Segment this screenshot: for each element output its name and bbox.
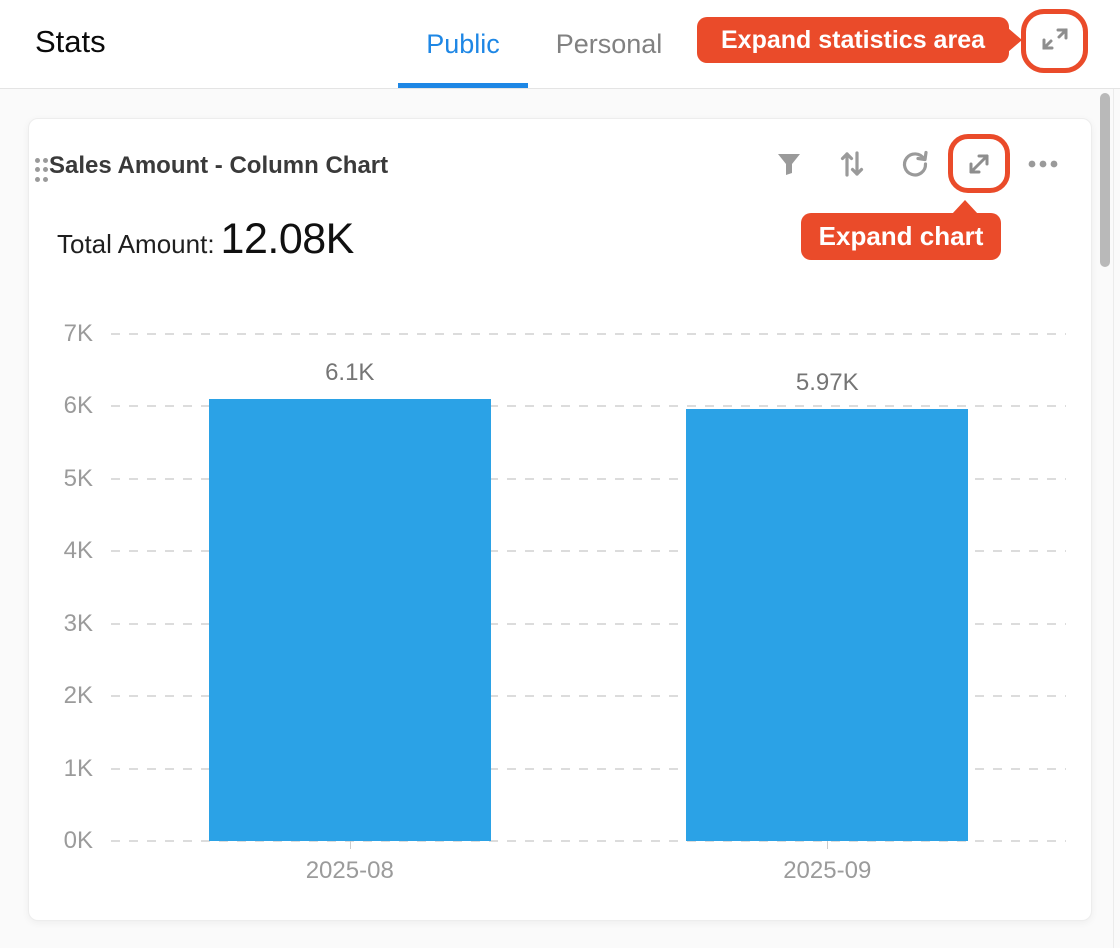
chart-plot: 0K 1K 2K 3K 4K 5K 6K 7K 6.1K 2025-08 5.97K 2025-09	[64, 320, 1066, 884]
expand-statistics-button[interactable]	[1021, 9, 1088, 73]
y-axis-tick-label: 3K	[63, 609, 93, 637]
y-axis-tick-label: 4K	[63, 537, 93, 565]
x-axis-label: 2025-08	[305, 857, 394, 884]
gridline	[111, 622, 1066, 625]
expand-statistics-tooltip-label: Expand statistics area	[720, 25, 985, 54]
expand-icon[interactable]	[964, 149, 994, 179]
tab-personal[interactable]: Personal	[555, 28, 663, 59]
bar-value-label: 5.97K	[795, 368, 859, 396]
scrollbar-track-edge	[1113, 89, 1114, 948]
gridline	[111, 333, 1066, 335]
expand-chart-tooltip-label: Expand chart	[818, 221, 984, 251]
tooltip-arrow	[952, 200, 978, 214]
x-axis-tick	[827, 841, 829, 849]
total-amount-label: Total Amount:	[57, 229, 215, 259]
gridline	[111, 477, 1066, 480]
tooltip-arrow	[1008, 28, 1022, 52]
expand-chart-annotation-circle	[948, 134, 1010, 193]
expand-diagonal-arrows-icon	[1038, 22, 1072, 61]
y-axis-tick-label: 1K	[63, 754, 93, 782]
y-axis-tick-label: 2K	[63, 682, 93, 710]
bar-2025-09[interactable]	[686, 408, 969, 841]
sort-icon[interactable]	[837, 149, 867, 179]
y-axis-tick-label: 7K	[63, 320, 93, 347]
header: Stats Public Personal Expand statistics …	[0, 0, 1120, 89]
drag-handle-icon[interactable]	[33, 156, 49, 184]
gridline	[111, 840, 1066, 842]
y-axis-tick-label: 6K	[63, 392, 93, 420]
expand-chart-tooltip: Expand chart	[801, 200, 1001, 260]
scrollbar-thumb[interactable]	[1100, 93, 1110, 267]
gridline	[111, 550, 1066, 553]
total-amount: Total Amount: 12.08K	[57, 215, 354, 264]
card-title: Sales Amount - Column Chart	[49, 152, 389, 179]
total-amount-value: 12.08K	[220, 215, 355, 263]
gridline	[111, 695, 1066, 698]
refresh-icon[interactable]	[900, 149, 930, 179]
active-tab-underline	[398, 83, 528, 88]
y-axis-tick-label: 0K	[63, 827, 93, 854]
more-icon[interactable]	[1028, 149, 1058, 179]
gridline	[111, 405, 1066, 408]
y-axis-tick-label: 5K	[63, 464, 93, 492]
stats-card: Sales Amount - Column Chart Expand	[28, 118, 1092, 921]
x-axis-label: 2025-09	[783, 857, 872, 884]
expand-statistics-tooltip: Expand statistics area	[697, 17, 1022, 63]
bar-2025-08[interactable]	[208, 399, 491, 841]
filter-icon[interactable]	[774, 149, 804, 179]
gridline	[111, 767, 1066, 770]
x-axis-tick	[349, 841, 351, 849]
tab-public[interactable]: Public	[426, 28, 500, 59]
page-title: Stats	[35, 24, 106, 59]
bar-value-label: 6.1K	[325, 359, 375, 387]
